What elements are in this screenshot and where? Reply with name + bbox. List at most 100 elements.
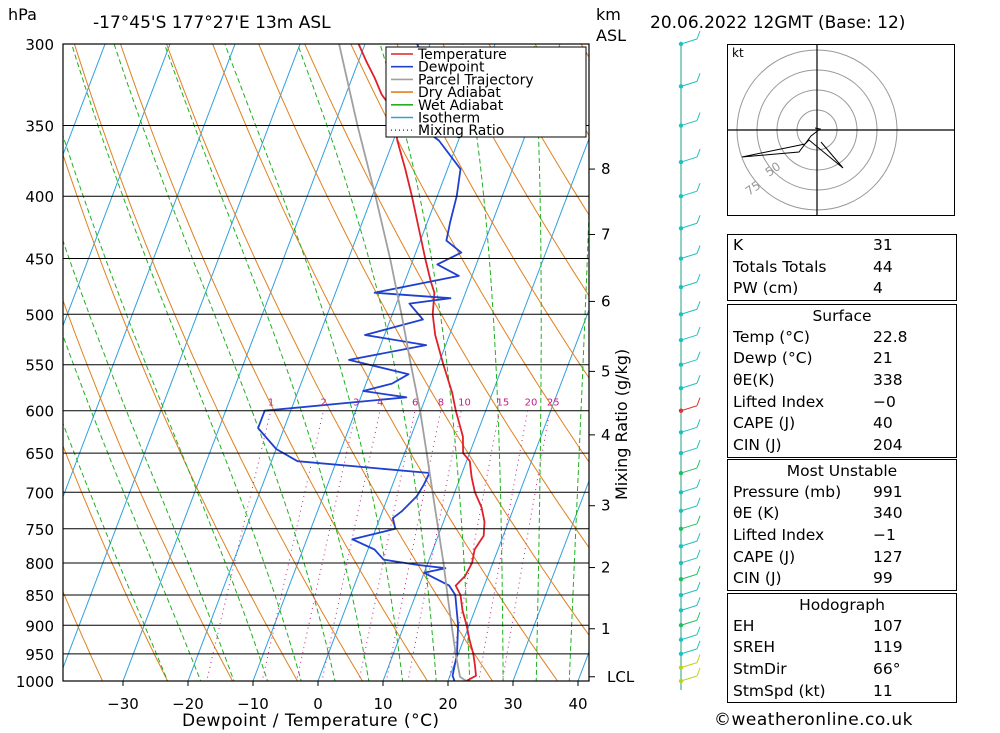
mixing-ratio-axis-title: Mixing Ratio (g/kg): [612, 348, 631, 500]
dry-adiabat-line: [63, 153, 299, 681]
mixing-ratio-label: 3: [353, 398, 359, 409]
km-tick-label: 8: [601, 160, 611, 178]
hodograph-table: Hodograph EH 107 SREH 119 StmDir 66° StmSpd…: [727, 593, 957, 704]
eh-value: 107: [873, 616, 903, 635]
dry-adiabat-line: [212, 44, 559, 681]
mu-li-label: Lifted Index: [733, 526, 825, 545]
wind-barb: [680, 486, 698, 493]
temp-tick-label: 10: [373, 695, 392, 713]
wind-barb-flag: [696, 549, 701, 559]
legend-entry: Dry Adiabat: [418, 85, 501, 101]
wind-barb-flag: [696, 459, 701, 469]
mu-cin-label: CIN (J): [733, 569, 782, 588]
mu-pressure-label: Pressure (mb): [733, 482, 842, 501]
pressure-tick-label: 900: [25, 617, 54, 635]
wind-barb-flag: [696, 612, 701, 621]
wind-barb: [680, 405, 698, 412]
dry-adiabat-line: [119, 44, 429, 681]
wind-barb: [680, 308, 698, 315]
wind-barb-flag: [696, 479, 701, 488]
pressure-tick-label: 800: [25, 555, 54, 573]
pw-value: 4: [873, 279, 883, 298]
legend-box: [385, 46, 587, 138]
pressure-tick-label: 400: [25, 188, 54, 206]
wind-barb: [680, 447, 698, 454]
wind-barb-flag: [696, 326, 701, 336]
hodograph-trace: [741, 127, 844, 169]
wind-barb-flag: [696, 515, 701, 524]
isotherm-line: [63, 44, 106, 157]
dry-adiabat-line: [63, 444, 169, 681]
mixing-ratio-label: 4: [377, 398, 383, 409]
isotherm-line: [122, 44, 366, 681]
legend-entry: Mixing Ratio: [418, 123, 504, 139]
k-index-value: 31: [873, 236, 893, 254]
pressure-unit-label: hPa: [8, 5, 37, 24]
wind-barb-flag: [696, 112, 701, 121]
pressure-tick-label: 600: [25, 403, 54, 421]
wind-barb: [680, 38, 698, 45]
wind-barb: [680, 675, 698, 682]
wind-barb: [680, 281, 698, 288]
wet-adiabat-line: [63, 239, 235, 681]
mixing-ratio-line: [385, 410, 442, 681]
eh-label: EH: [733, 616, 755, 635]
wind-barb: [680, 505, 698, 512]
wet-adiabat-line: [63, 334, 202, 681]
wind-barb-flag: [696, 667, 701, 677]
dry-adiabat-line: [396, 44, 589, 379]
wind-barb-flag: [696, 30, 701, 40]
surface-title: Surface: [812, 307, 872, 325]
km-tick-label: 4: [601, 426, 611, 444]
wind-barb: [680, 426, 698, 433]
surface-cin-label: CIN (J): [733, 436, 782, 455]
wind-barb: [680, 589, 698, 596]
wind-barb-flag: [696, 566, 701, 575]
hodograph-unit: kt: [732, 46, 744, 60]
km-tick-label: 1: [601, 620, 611, 638]
legend-entry: Parcel Trajectory: [418, 72, 534, 88]
wind-barb-flag: [696, 215, 701, 224]
wet-adiabat-line: [224, 44, 404, 681]
mixing-ratio-label: 2: [320, 398, 326, 409]
copyright-link[interactable]: ©weatheronline.co.uk: [714, 710, 914, 730]
wind-barb: [680, 359, 698, 366]
pressure-tick-label: 1000: [16, 673, 54, 691]
km-unit-label: km: [596, 5, 621, 24]
km-tick-label: 6: [601, 292, 611, 310]
wind-barb: [680, 120, 698, 127]
temp-tick-label: 30: [503, 695, 522, 713]
dry-adiabat-line: [258, 44, 589, 636]
mixing-ratio-label: 6: [412, 398, 418, 409]
surface-temp-value: 22.8: [873, 327, 908, 346]
dewpoint-line: [257, 44, 463, 681]
legend-entry: Temperature: [417, 47, 507, 63]
mu-theta-value: 340: [873, 504, 903, 523]
temp-tick-label: −30: [107, 695, 139, 713]
temp-tick-label: 40: [568, 695, 587, 713]
wind-barb-flag: [696, 439, 701, 449]
wind-barb: [680, 619, 698, 626]
hodograph: kt 75 50: [727, 44, 955, 216]
wind-barb: [680, 253, 698, 260]
k-index-label: K: [733, 236, 744, 254]
pressure-tick-label: 450: [25, 251, 54, 269]
wind-barb-flag: [696, 397, 701, 406]
wet-adiabat-line: [113, 44, 336, 681]
wind-barb: [680, 467, 698, 474]
wind-barb: [680, 573, 698, 580]
mixing-ratio-line: [296, 410, 357, 681]
surface-table: Surface Temp (°C) 22.8 Dewp (°C) 21 θE(K) 3…: [727, 304, 957, 458]
pw-label: PW (cm): [733, 279, 799, 298]
wind-barb-flag: [696, 301, 701, 310]
surface-li-label: Lifted Index: [733, 392, 825, 411]
temp-tick-label: −20: [172, 695, 204, 713]
dry-adiabat-line: [350, 44, 589, 463]
dry-adiabat-line: [442, 44, 589, 297]
dry-adiabat-line: [63, 590, 104, 681]
mixing-ratio-label: 15: [496, 398, 509, 409]
mixing-ratio-label: 8: [438, 398, 444, 409]
mixing-ratio-label: 20: [525, 398, 538, 409]
wind-barb: [680, 662, 698, 669]
surface-temp-label: Temp (°C): [733, 327, 810, 346]
